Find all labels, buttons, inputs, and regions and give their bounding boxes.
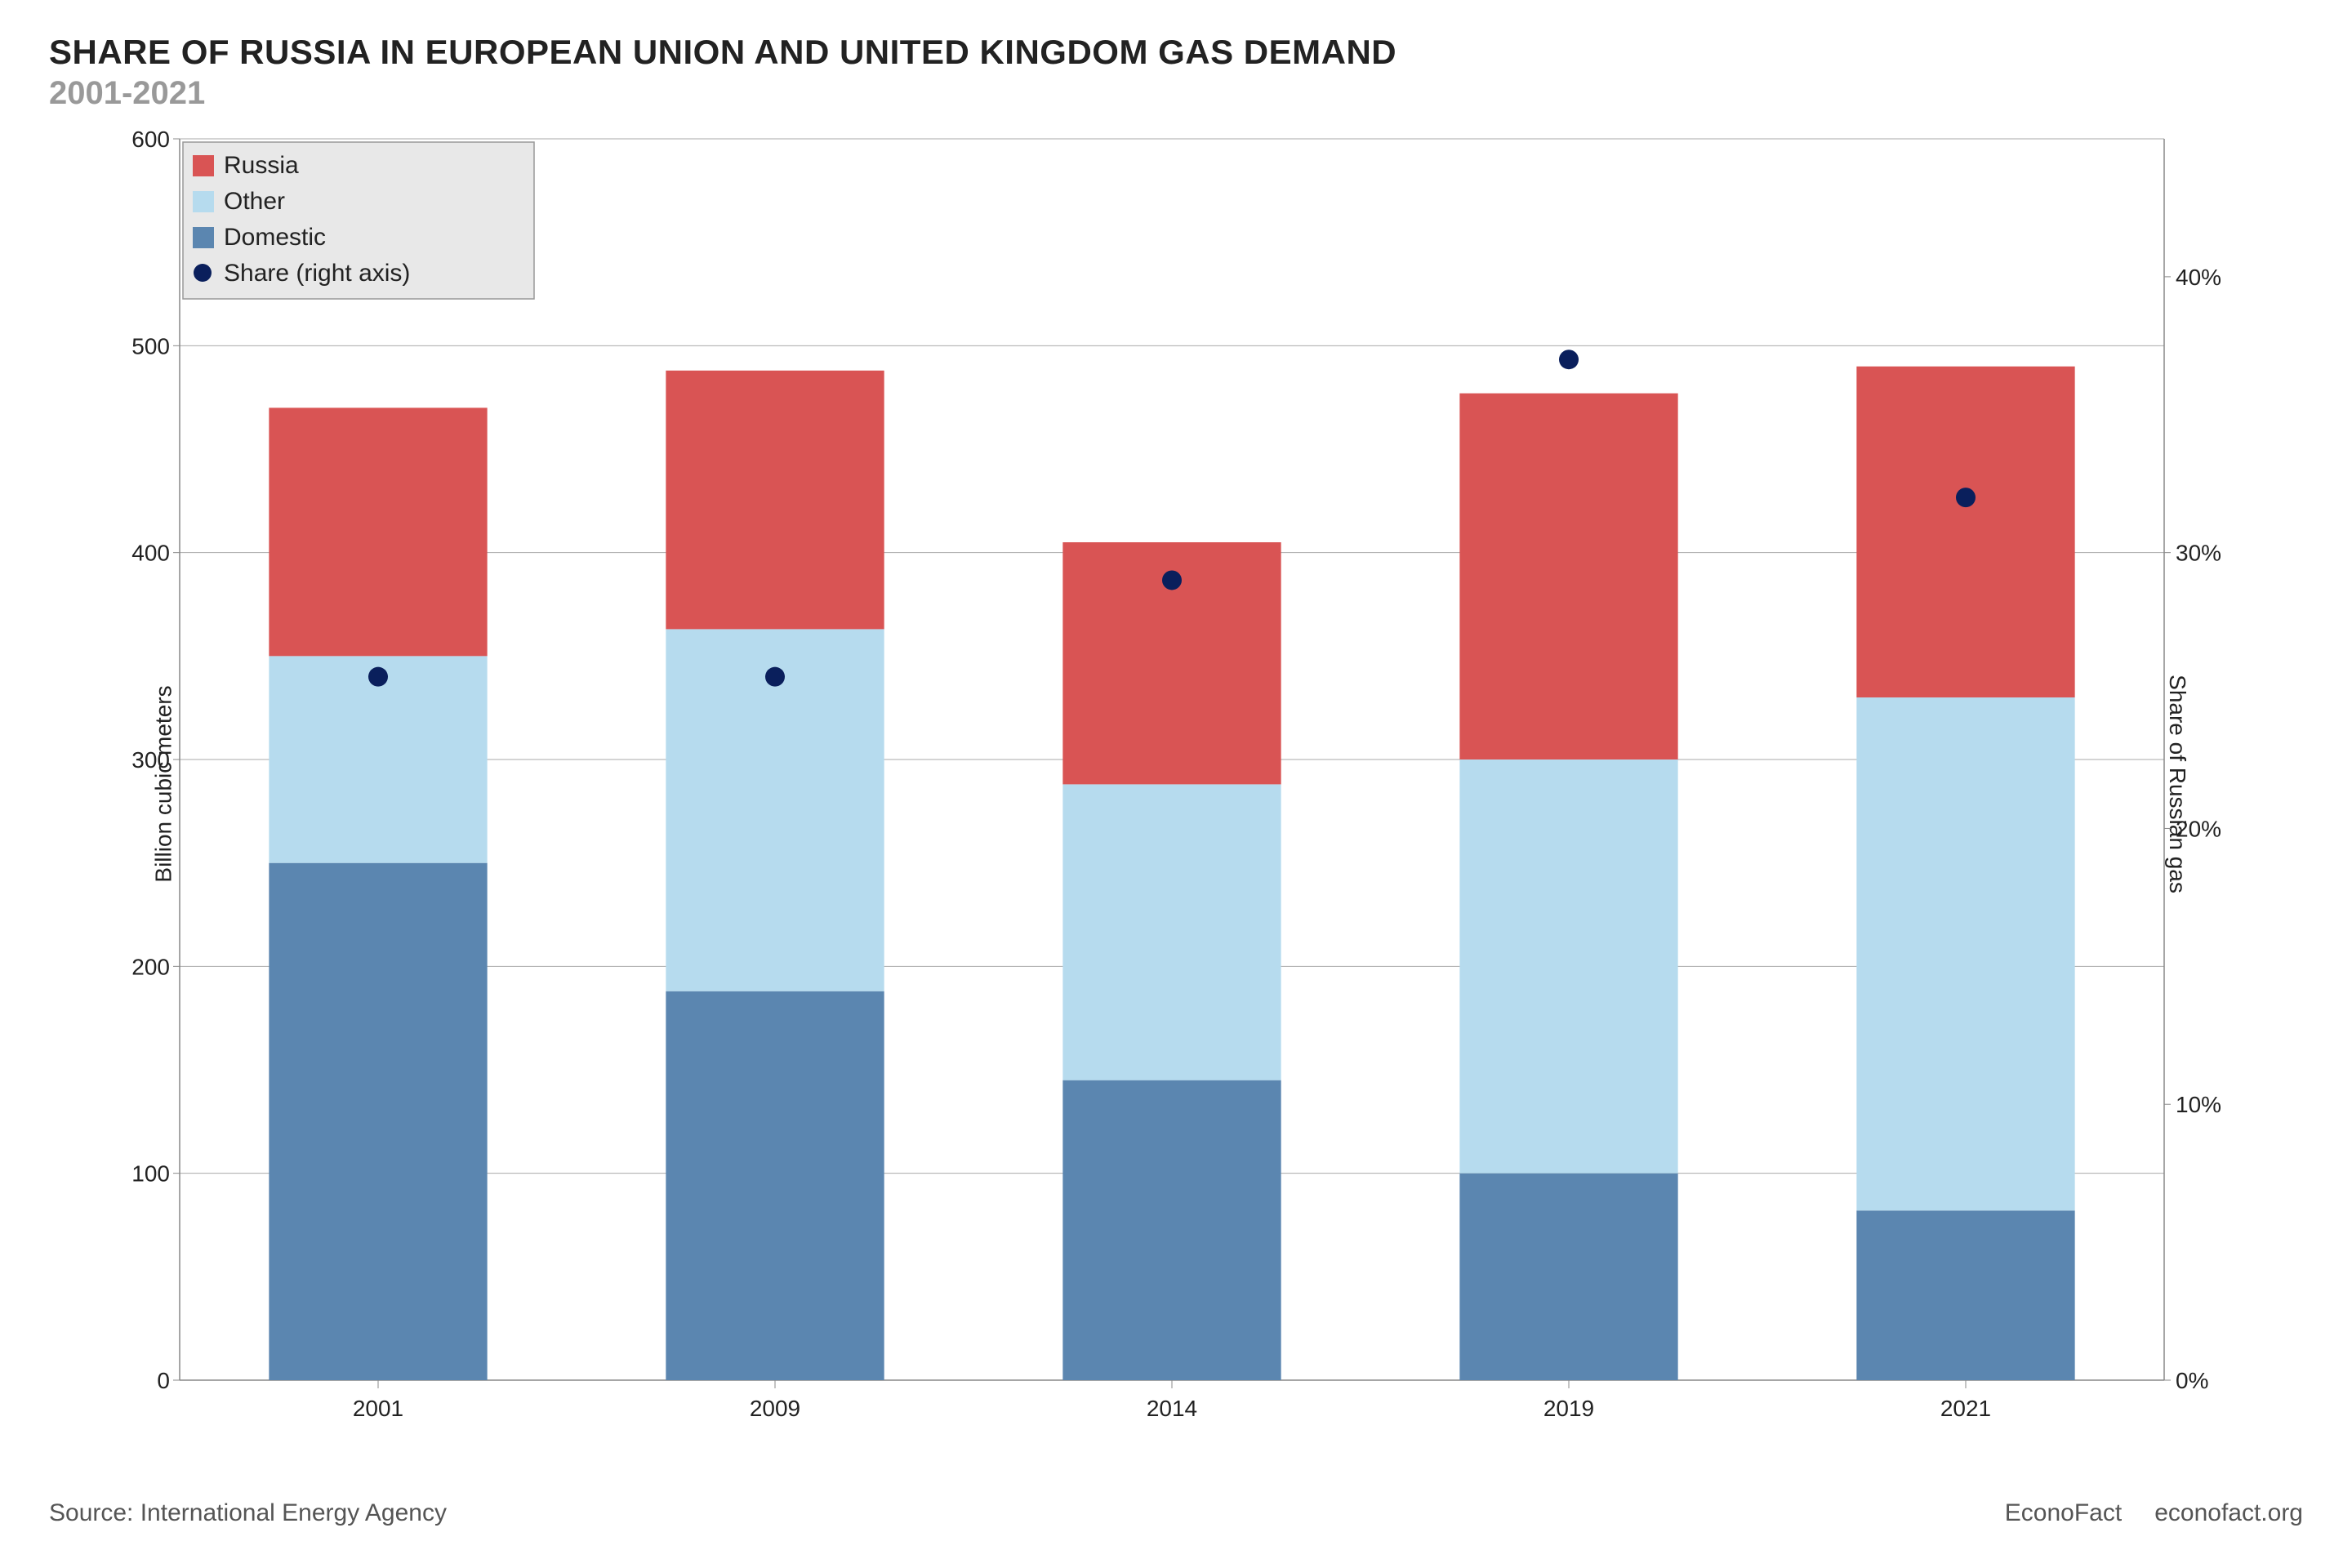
chart-title: SHARE OF RUSSIA IN EUROPEAN UNION AND UN… bbox=[49, 33, 2303, 72]
bar-russia bbox=[1856, 367, 2074, 697]
brand-econofact: EconoFact bbox=[2005, 1499, 2122, 1527]
chart-footer: Source: International Energy Agency Econ… bbox=[49, 1499, 2303, 1527]
legend-swatch-circle bbox=[194, 264, 212, 282]
x-tick-label: 2019 bbox=[1544, 1396, 1594, 1421]
bar-domestic bbox=[269, 863, 487, 1380]
bar-other bbox=[1062, 784, 1281, 1080]
legend-label: Other bbox=[224, 188, 285, 215]
right-tick-label: 10% bbox=[2176, 1092, 2221, 1117]
left-tick-label: 400 bbox=[131, 541, 170, 566]
left-tick-label: 300 bbox=[131, 747, 170, 773]
right-tick-label: 30% bbox=[2176, 541, 2221, 566]
bar-domestic bbox=[1062, 1080, 1281, 1380]
left-tick-label: 0 bbox=[157, 1368, 170, 1393]
x-tick-label: 2009 bbox=[750, 1396, 800, 1421]
share-marker bbox=[368, 667, 388, 687]
bar-other bbox=[269, 656, 487, 862]
left-tick-label: 600 bbox=[131, 131, 170, 152]
chart-subtitle: 2001-2021 bbox=[49, 75, 2303, 112]
brand-url: econofact.org bbox=[2154, 1499, 2303, 1527]
x-tick-label: 2021 bbox=[1940, 1396, 1991, 1421]
share-marker bbox=[1559, 350, 1579, 369]
right-tick-label: 0% bbox=[2176, 1368, 2208, 1393]
share-marker bbox=[1162, 570, 1182, 590]
bar-domestic bbox=[666, 991, 884, 1380]
legend-swatch bbox=[193, 155, 214, 176]
bar-domestic bbox=[1856, 1210, 2074, 1380]
legend-swatch bbox=[193, 191, 214, 212]
left-tick-label: 500 bbox=[131, 333, 170, 359]
legend-label: Share (right axis) bbox=[224, 260, 410, 287]
left-tick-label: 200 bbox=[131, 954, 170, 979]
bar-russia bbox=[269, 408, 487, 656]
x-tick-label: 2014 bbox=[1147, 1396, 1197, 1421]
right-tick-label: 40% bbox=[2176, 265, 2221, 290]
legend-label: Domestic bbox=[224, 224, 326, 251]
share-marker bbox=[765, 667, 785, 687]
source-text: Source: International Energy Agency bbox=[49, 1499, 447, 1527]
x-tick-label: 2001 bbox=[353, 1396, 403, 1421]
bar-russia bbox=[1459, 394, 1677, 760]
bar-other bbox=[1856, 697, 2074, 1210]
chart-svg: 0 100 200 300 400 500 600 0% 10% 20% 30% 40% 2001 200… bbox=[114, 131, 2238, 1437]
left-tick-label: 100 bbox=[131, 1161, 170, 1187]
legend-swatch bbox=[193, 227, 214, 248]
chart-area: 0 100 200 300 400 500 600 0% 10% 20% 30% 40% 2001 200… bbox=[114, 131, 2238, 1437]
share-marker bbox=[1956, 488, 1976, 507]
right-tick-label: 20% bbox=[2176, 816, 2221, 841]
legend-label: Russia bbox=[224, 152, 299, 179]
bar-other bbox=[1459, 760, 1677, 1174]
bar-domestic bbox=[1459, 1174, 1677, 1380]
bar-russia bbox=[666, 371, 884, 630]
